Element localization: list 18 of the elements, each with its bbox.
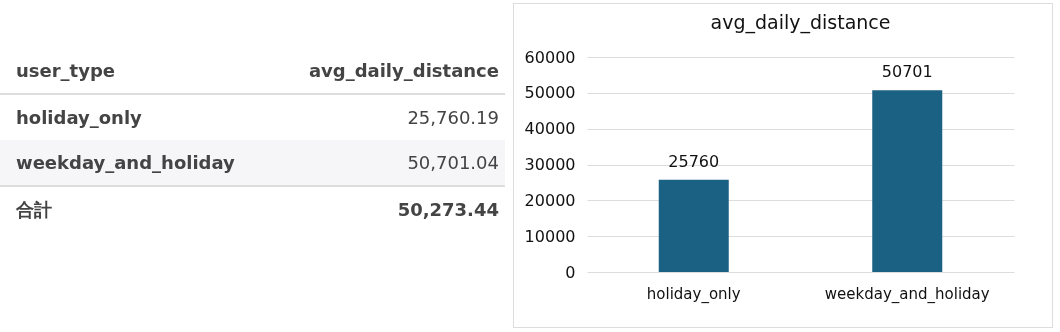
data-label: 50701 [881, 62, 933, 82]
y-tick-label: 0 [565, 262, 576, 282]
text: 50,701.04 [407, 152, 499, 173]
text: 25,760.19 [407, 107, 499, 128]
y-tick-label: 10000 [524, 226, 576, 246]
text: weekday_and_holiday [16, 152, 235, 173]
text: 50,273.44 [397, 199, 499, 220]
text: avg_daily_distance [308, 60, 499, 81]
y-tick-label: 30000 [524, 155, 576, 174]
text: user_type [16, 60, 116, 81]
y-tick-label: 60000 [524, 47, 576, 67]
text: holiday_only [16, 107, 142, 128]
text: 合計 [16, 197, 52, 222]
y-tick-label: 50000 [524, 83, 576, 103]
y-tick-label: 20000 [524, 190, 576, 210]
chart-title: avg_daily_distance [710, 11, 891, 34]
y-tick-label: 40000 [524, 119, 576, 139]
data-label: 25760 [668, 151, 720, 171]
